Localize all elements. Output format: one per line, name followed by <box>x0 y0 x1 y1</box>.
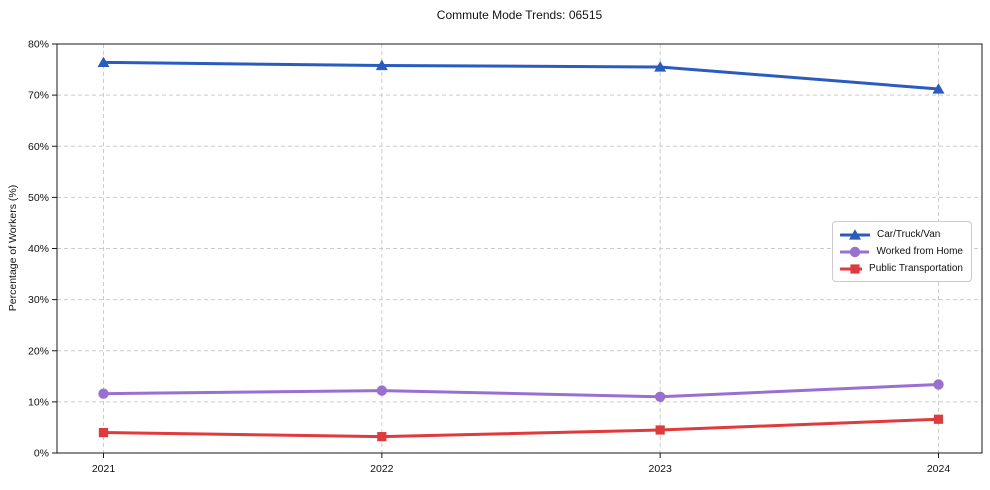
square-marker <box>377 432 387 442</box>
y-tick-label: 60% <box>28 141 49 153</box>
legend: Car/Truck/Van Worked from Home Public Tran… <box>832 221 972 282</box>
triangle-legend-marker-icon <box>840 228 870 240</box>
triangle-marker <box>654 61 667 72</box>
circle-marker <box>849 246 861 257</box>
x-tick-label: 2024 <box>927 463 951 475</box>
y-tick-label: 20% <box>28 345 49 357</box>
x-tick-label: 2022 <box>370 463 394 475</box>
circle-marker <box>933 379 944 390</box>
circle-marker <box>654 391 666 402</box>
y-tick-label: 40% <box>28 243 49 255</box>
square-marker <box>933 414 944 424</box>
square-marker <box>655 425 665 435</box>
circle-marker <box>98 388 109 399</box>
square-legend-marker-icon <box>840 263 863 274</box>
square-marker <box>850 263 860 274</box>
legend-item-car-truck-van: Car/Truck/Van <box>840 227 963 242</box>
y-tick-label: 0% <box>34 448 49 460</box>
legend-label: Worked from Home <box>876 246 963 257</box>
legend-label: Public Transportation <box>869 263 963 274</box>
x-tick-label: 2021 <box>92 463 116 475</box>
square-marker <box>98 427 109 438</box>
series-line-car-truck-van <box>102 60 940 91</box>
triangle-marker <box>932 83 945 94</box>
legend-item-public-transportation: Public Transportation <box>840 261 963 276</box>
triangle-marker <box>849 228 861 240</box>
triangle-marker <box>97 56 110 68</box>
series-line-worked-from-home <box>102 382 940 399</box>
chart-title: Commute Mode Trends: 06515 <box>436 8 603 22</box>
y-tick-label: 10% <box>28 396 49 408</box>
y-tick-label: 70% <box>28 90 49 102</box>
legend-item-worked-from-home: Worked from Home <box>840 244 963 259</box>
triangle-marker <box>375 59 388 71</box>
y-tick-label: 30% <box>28 294 49 306</box>
circle-legend-marker-icon <box>840 246 870 257</box>
y-tick-label: 80% <box>28 39 49 51</box>
legend-label: Car/Truck/Van <box>877 229 941 240</box>
circle-marker <box>376 385 388 396</box>
x-tick-label: 2023 <box>648 463 672 475</box>
series-line-public-transportation <box>102 417 940 439</box>
y-tick-label: 50% <box>28 192 49 204</box>
